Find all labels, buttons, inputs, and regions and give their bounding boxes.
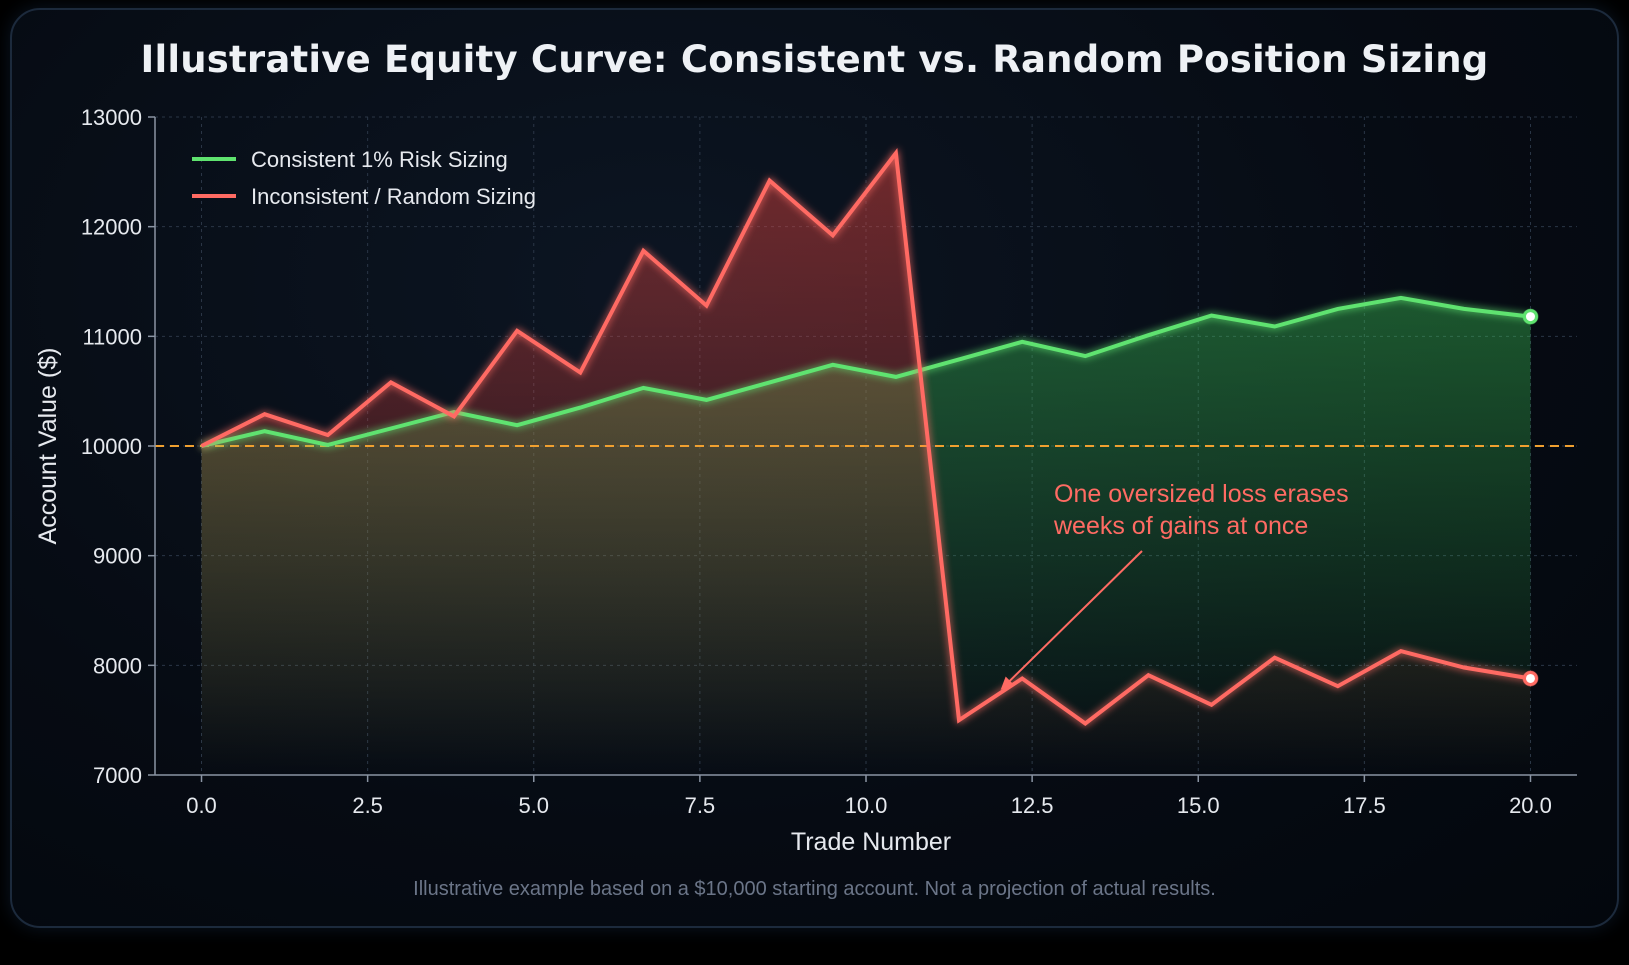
- y-tick-label: 8000: [93, 653, 142, 678]
- x-axis-label: Trade Number: [791, 828, 951, 856]
- series-area-1: [201, 153, 1531, 775]
- annotation: One oversized loss erases weeks of gains …: [1000, 480, 1349, 690]
- series-line-0: [201, 295, 1531, 448]
- axes: 0.0 2.5 5.0 7.5 10.0 12.5 15.0 17.5 20.0 7000 8000…: [34, 105, 1577, 856]
- x-tick-label: 12.5: [1011, 793, 1054, 818]
- x-tick-label: 0.0: [186, 793, 217, 818]
- legend-label-0: Consistent 1% Risk Sizing: [251, 147, 508, 172]
- legend-label-1: Inconsistent / Random Sizing: [251, 184, 536, 209]
- y-tick-label: 7000: [93, 763, 142, 788]
- area-fills: [201, 153, 1531, 775]
- annotation-text-line-1: weeks of gains at once: [1053, 512, 1308, 540]
- x-tick-label: 10.0: [845, 793, 888, 818]
- series-end-marker-1: [1522, 670, 1538, 686]
- y-tick-label: 12000: [81, 215, 142, 240]
- x-tick-label: 15.0: [1177, 793, 1220, 818]
- y-tick-label: 13000: [81, 105, 142, 130]
- y-axis-label: Account Value ($): [34, 348, 62, 545]
- footnote: Illustrative example based on a $10,000 …: [413, 878, 1216, 900]
- annotation-text-line-0: One oversized loss erases: [1054, 480, 1349, 508]
- x-tick-label: 2.5: [352, 793, 383, 818]
- x-tick-label: 17.5: [1343, 793, 1386, 818]
- x-tick-label: 20.0: [1509, 793, 1552, 818]
- y-tick-label: 9000: [93, 544, 142, 569]
- series-end-marker-0: [1522, 309, 1538, 325]
- legend: Consistent 1% Risk Sizing Inconsistent / …: [192, 147, 536, 209]
- y-tick-label: 10000: [81, 434, 142, 459]
- x-tick-label: 7.5: [685, 793, 716, 818]
- chart-title: Illustrative Equity Curve: Consistent vs…: [140, 38, 1489, 81]
- y-tick-label: 11000: [82, 324, 142, 349]
- x-tick-label: 5.0: [518, 793, 549, 818]
- annotation-arrow: [1000, 550, 1143, 690]
- series-line-1: [200, 148, 1531, 726]
- series-lines: [200, 148, 1539, 726]
